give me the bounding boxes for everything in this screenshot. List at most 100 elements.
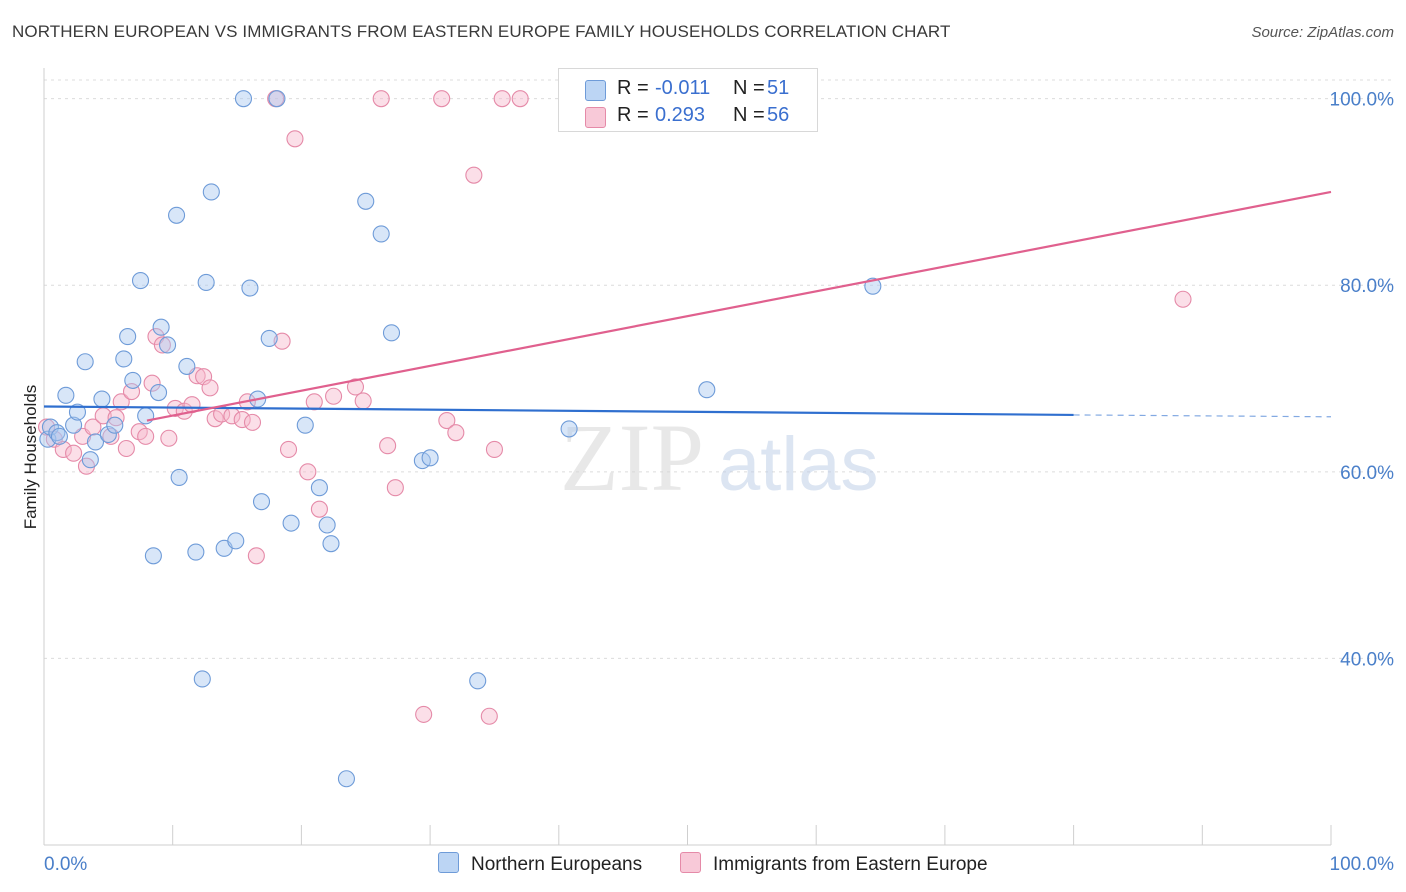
- data-point-pink: [511, 90, 529, 108]
- data-point-blue: [149, 383, 168, 402]
- y-tick-label: 100.0%: [1330, 90, 1395, 111]
- data-point-blue: [197, 273, 215, 291]
- data-point-blue: [137, 407, 155, 425]
- legend-item-immigrants-eastern-europe[interactable]: Immigrants from Eastern Europe: [680, 852, 988, 876]
- source-label: Source: ZipAtlas.com: [1251, 24, 1394, 41]
- data-point-blue: [421, 449, 439, 467]
- data-point-pink: [112, 393, 130, 411]
- data-point-pink: [65, 444, 83, 462]
- data-point-blue: [119, 328, 137, 346]
- data-point-blue: [144, 547, 162, 565]
- data-point-blue: [560, 420, 578, 438]
- data-point-pink: [438, 411, 456, 430]
- data-point-pink: [243, 413, 262, 431]
- y-tick-label: 40.0%: [1340, 649, 1394, 670]
- data-point-blue: [698, 381, 716, 399]
- data-point-pink: [1174, 290, 1192, 308]
- data-point-pink: [493, 90, 511, 108]
- data-point-pink: [325, 387, 343, 405]
- data-point-pink: [372, 90, 390, 108]
- legend-n-label: N =: [733, 104, 765, 126]
- trend-lines: [43, 190, 1332, 422]
- data-point-pink: [305, 393, 323, 411]
- data-point-pink: [247, 547, 265, 565]
- chart-title: NORTHERN EUROPEAN VS IMMIGRANTS FROM EAS…: [12, 22, 951, 41]
- data-point-pink: [433, 90, 451, 108]
- data-point-blue: [202, 183, 220, 201]
- data-point-pink: [102, 427, 120, 445]
- y-axis-label: Family Households: [21, 385, 40, 530]
- data-point-pink: [233, 411, 251, 429]
- legend-n-label: N =: [733, 77, 765, 99]
- data-point-pink: [84, 418, 102, 436]
- data-point-blue: [382, 324, 401, 342]
- data-point-blue: [131, 272, 150, 290]
- data-point-pink: [379, 437, 397, 455]
- data-point-blue: [357, 192, 375, 210]
- data-point-blue: [115, 350, 133, 368]
- data-point-pink: [386, 479, 404, 497]
- data-point-blue: [322, 535, 340, 553]
- axes: [43, 68, 1332, 846]
- data-point-pink: [485, 440, 504, 458]
- data-point-blue: [68, 403, 87, 421]
- data-point-blue: [57, 386, 75, 404]
- legend-item-northern-europeans[interactable]: Northern Europeans: [438, 852, 642, 876]
- watermark-atlas: atlas: [718, 422, 879, 507]
- legend-swatch-blue: [585, 80, 606, 101]
- data-point-pink: [465, 166, 483, 184]
- data-point-pink: [153, 336, 171, 354]
- data-point-blue: [372, 225, 390, 243]
- correlation-legend: R = -0.011 N = 51 R = 0.293 N = 56: [558, 68, 818, 132]
- trend-line-pink: [146, 190, 1332, 422]
- data-point-pink: [117, 439, 135, 458]
- data-point-pink: [286, 130, 304, 148]
- data-point-blue: [268, 90, 286, 108]
- legend-label: Immigrants from Eastern Europe: [713, 854, 988, 875]
- data-point-blue: [310, 479, 328, 497]
- data-point-pink: [137, 427, 155, 445]
- data-point-pink: [273, 332, 291, 350]
- data-point-pink: [346, 378, 365, 396]
- series-northern-europeans: [39, 90, 882, 788]
- data-point-blue: [187, 543, 205, 561]
- data-point-blue: [99, 425, 117, 444]
- data-point-blue: [124, 371, 142, 389]
- data-point-blue: [76, 353, 94, 371]
- legend-n-value: 56: [767, 104, 790, 126]
- data-point-pink: [354, 392, 372, 410]
- data-point-blue: [241, 279, 259, 297]
- legend-r-label: R =: [617, 77, 649, 99]
- watermark-zip: ZIP: [560, 404, 704, 511]
- data-point-blue: [178, 357, 196, 375]
- data-point-blue: [170, 468, 188, 486]
- data-point-blue: [159, 336, 177, 354]
- trend-line-blue-extension: [1073, 414, 1332, 418]
- y-tick-label: 60.0%: [1340, 463, 1394, 484]
- data-point-blue: [234, 90, 253, 108]
- data-point-blue: [81, 451, 99, 469]
- data-point-blue: [260, 329, 278, 347]
- legend-n-value: 51: [767, 77, 790, 99]
- legend-r-value: -0.011: [655, 77, 711, 99]
- data-point-blue: [93, 390, 111, 408]
- data-point-pink: [54, 440, 72, 458]
- legend-swatch-pink: [680, 852, 701, 873]
- data-point-pink: [480, 707, 498, 725]
- data-point-blue: [193, 670, 211, 688]
- series-immigrants-eastern-europe: [38, 90, 1192, 725]
- data-point-blue: [296, 416, 314, 434]
- legend-label: Northern Europeans: [471, 854, 643, 875]
- data-point-pink: [415, 705, 433, 723]
- legend-swatch-blue: [438, 852, 459, 873]
- data-point-blue: [86, 433, 105, 451]
- x-tick-label-min: 0.0%: [44, 854, 87, 875]
- y-tick-label: 80.0%: [1340, 276, 1394, 297]
- data-point-blue: [50, 427, 68, 445]
- y-tick-labels: 40.0% 60.0% 80.0% 100.0%: [1330, 90, 1395, 671]
- data-point-pink: [310, 500, 328, 518]
- data-point-pink: [143, 374, 161, 392]
- data-point-pink: [299, 463, 317, 481]
- data-point-pink: [447, 424, 465, 442]
- data-point-blue: [152, 318, 170, 336]
